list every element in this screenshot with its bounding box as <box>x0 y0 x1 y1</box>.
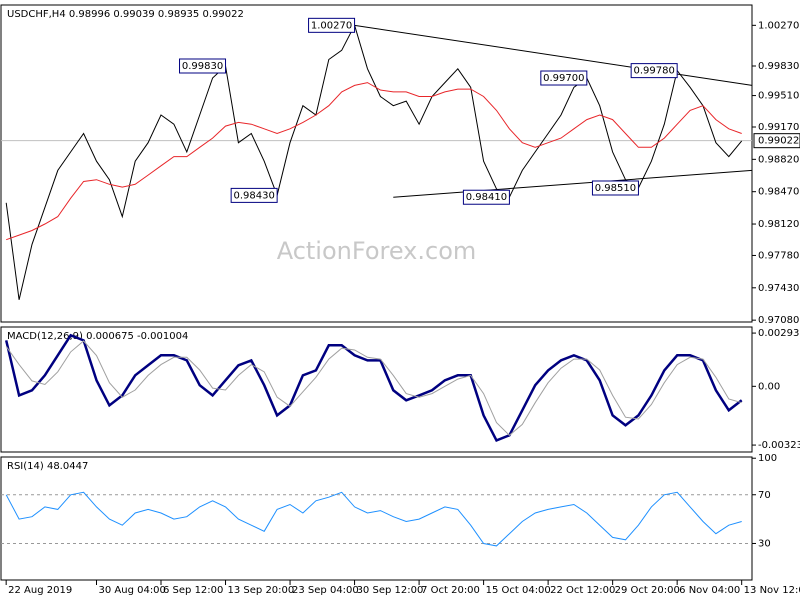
price-label: 1.00270 <box>311 20 352 31</box>
x-tick-label: 30 Sep 12:00 <box>357 585 424 596</box>
price-label: 0.98430 <box>233 190 274 201</box>
series-line <box>5 340 742 436</box>
price-label-box <box>462 189 510 205</box>
y-tick-label: -0.003238 <box>758 440 800 451</box>
x-tick-label: 7 Oct 20:00 <box>421 585 480 596</box>
y-tick-label: 0.97080 <box>758 315 799 326</box>
x-tick-label: 6 Sep 12:00 <box>163 585 223 596</box>
watermark: ActionForex.com <box>277 237 477 265</box>
x-tick-label: 22 Oct 12:00 <box>550 585 615 596</box>
y-tick-label: 0.99510 <box>758 91 799 102</box>
y-tick-label: 1.00270 <box>758 20 799 31</box>
panel-title: USDCHF,H4 0.98996 0.99039 0.98935 0.9902… <box>7 9 244 20</box>
price-label: 0.99780 <box>633 66 674 77</box>
last-price-label: 0.99022 <box>758 136 799 147</box>
y-tick-label: 0.99830 <box>758 61 799 72</box>
y-tick-label: 0.002935 <box>758 328 800 339</box>
y-tick-label: 0.98820 <box>758 154 799 165</box>
y-tick-label: 70 <box>758 490 771 501</box>
price-label: 0.99700 <box>543 73 584 84</box>
y-tick-label: 0.00 <box>758 381 780 392</box>
price-label-box <box>630 63 678 79</box>
price-label-box <box>591 180 639 196</box>
x-tick-label: 29 Oct 20:00 <box>615 585 680 596</box>
panel-title: RSI(14) 48.0447 <box>7 461 88 472</box>
y-tick-label: 0.97780 <box>758 250 799 261</box>
price-label-box <box>308 17 356 33</box>
price-label: 0.98510 <box>595 183 636 194</box>
y-tick-label: 30 <box>758 538 771 549</box>
price-label-box <box>540 70 588 86</box>
price-label-box <box>230 187 278 203</box>
panel-frame <box>0 4 753 323</box>
trendline <box>354 24 753 86</box>
series-line <box>5 491 742 547</box>
price-label: 0.98410 <box>466 192 507 203</box>
series-line <box>4 333 743 442</box>
price-label: 0.99830 <box>182 61 223 72</box>
panel-frame <box>0 456 753 581</box>
series-line <box>5 23 743 300</box>
y-tick-label: 0.99170 <box>758 122 799 133</box>
x-tick-label: 6 Nov 04:00 <box>679 585 740 596</box>
price-label-box <box>179 58 227 74</box>
series-line <box>6 82 742 241</box>
y-tick-label: 0.98120 <box>758 219 799 230</box>
x-tick-label: 13 Nov 12:00 <box>744 585 800 596</box>
y-tick-label: 0.97430 <box>758 283 799 294</box>
last-price-box <box>753 133 800 149</box>
y-tick-label: 100 <box>758 453 777 464</box>
x-tick-label: 30 Aug 04:00 <box>98 585 165 596</box>
x-tick-label: 23 Sep 04:00 <box>292 585 359 596</box>
x-tick-label: 13 Sep 20:00 <box>228 585 295 596</box>
panel-frame <box>0 326 753 453</box>
x-tick-label: 22 Aug 2019 <box>8 585 72 596</box>
y-tick-label: 0.98470 <box>758 187 799 198</box>
trendline <box>393 169 753 198</box>
panel-title: MACD(12,26,9) 0.000675 -0.001004 <box>7 331 188 342</box>
x-tick-label: 15 Oct 04:00 <box>486 585 551 596</box>
